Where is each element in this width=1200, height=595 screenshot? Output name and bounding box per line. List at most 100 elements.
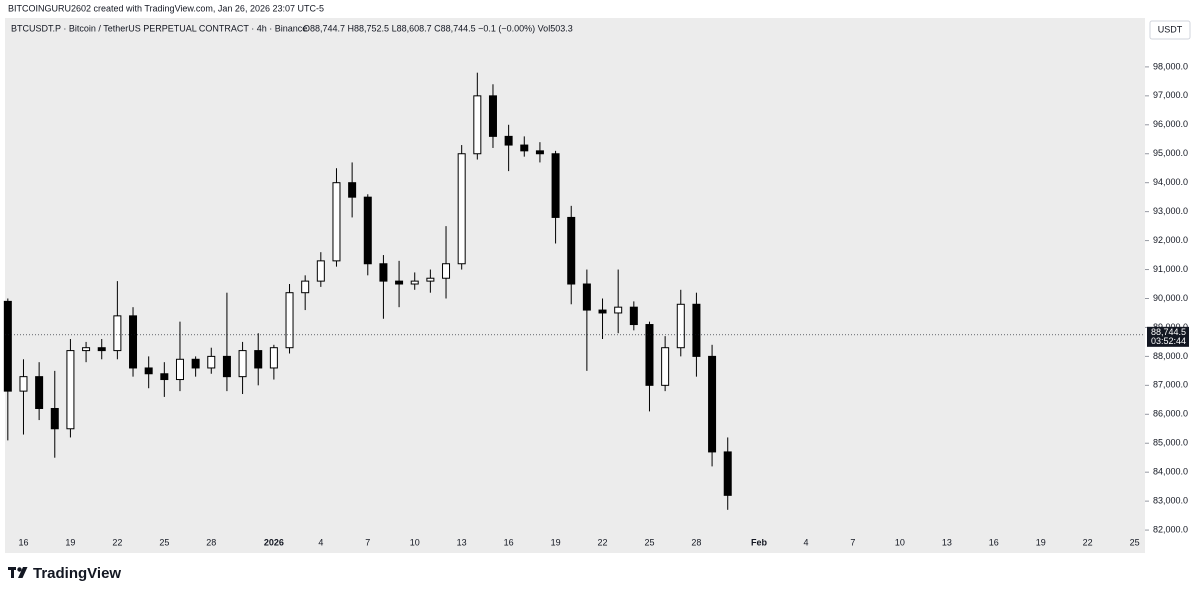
y-tick-label: 94,000.0 — [1153, 177, 1188, 187]
candle-body — [19, 376, 28, 392]
candle-body — [363, 196, 372, 265]
y-tick-label: 83,000.0 — [1153, 496, 1188, 506]
candle-body — [410, 280, 419, 285]
x-tick-label: 22 — [112, 537, 122, 547]
candle-body — [520, 144, 529, 152]
x-tick-label: 22 — [1083, 537, 1093, 547]
x-tick-label: 28 — [691, 537, 701, 547]
candle-body — [82, 347, 91, 352]
x-tick-label: 25 — [159, 537, 169, 547]
currency-box[interactable] — [1149, 20, 1191, 40]
candle-body — [175, 358, 184, 381]
candle-body — [316, 260, 325, 282]
candle-body — [457, 153, 466, 265]
last-price-tag — [1147, 326, 1189, 347]
x-tick-label: 19 — [551, 537, 561, 547]
x-tick-label: 4 — [803, 537, 808, 547]
x-tick-label: 4 — [318, 537, 323, 547]
candle-body — [426, 277, 435, 282]
y-tick-label: 92,000.0 — [1153, 235, 1188, 245]
candle-body — [676, 303, 685, 349]
y-tick-label: 91,000.0 — [1153, 264, 1188, 274]
y-tick-label: 93,000.0 — [1153, 206, 1188, 216]
x-tick-label: 7 — [365, 537, 370, 547]
candle-body — [301, 280, 310, 294]
x-tick-label: 2026 — [264, 537, 284, 547]
x-tick-label: 19 — [65, 537, 75, 547]
y-tick-label: 84,000.0 — [1153, 467, 1188, 477]
y-tick-label: 90,000.0 — [1153, 293, 1188, 303]
candle-body — [3, 300, 12, 392]
candle-body — [708, 355, 717, 453]
x-tick-label: 28 — [206, 537, 216, 547]
candle-body — [645, 324, 654, 386]
candle-body — [207, 355, 216, 369]
y-tick-label: 85,000.0 — [1153, 438, 1188, 448]
candle-body — [348, 182, 357, 198]
candle-body — [723, 451, 732, 496]
x-tick-label: 19 — [1036, 537, 1046, 547]
y-tick-label: 96,000.0 — [1153, 119, 1188, 129]
y-tick-label: 88,000.0 — [1153, 351, 1188, 361]
candle-body — [582, 283, 591, 311]
x-tick-label: 25 — [1130, 537, 1140, 547]
candle-body — [35, 376, 44, 409]
candle-body — [488, 95, 497, 137]
candle-body — [97, 347, 106, 352]
candle-body — [285, 292, 294, 349]
candle-body — [692, 303, 701, 357]
candle-body — [66, 350, 75, 430]
x-tick-label: 10 — [895, 537, 905, 547]
x-tick-label: Feb — [751, 537, 768, 547]
y-tick-label: 97,000.0 — [1153, 90, 1188, 100]
last-price-label: 88,744.5 — [1151, 327, 1186, 337]
candle-body — [567, 216, 576, 285]
x-tick-label: 16 — [18, 537, 28, 547]
y-tick-label: 98,000.0 — [1153, 61, 1188, 71]
x-tick-label: 16 — [989, 537, 999, 547]
candle-body — [629, 306, 638, 326]
ohlc: O88,744.7 H88,752.5 L88,608.7 C88,744.5 … — [303, 23, 573, 33]
y-tick-label: 86,000.0 — [1153, 409, 1188, 419]
x-tick-label: 13 — [942, 537, 952, 547]
candle-body — [50, 407, 59, 430]
brand: TradingView — [33, 565, 121, 582]
candle-body — [614, 306, 623, 314]
plot-background — [5, 18, 1145, 553]
currency[interactable]: USDT — [1158, 24, 1183, 34]
x-tick-label: 7 — [850, 537, 855, 547]
candle-body — [473, 95, 482, 155]
candle-body — [395, 280, 404, 285]
candle-body — [254, 350, 263, 369]
y-tick-label: 87,000.0 — [1153, 380, 1188, 390]
symbol: BTCUSDT.P · Bitcoin / TetherUS PERPETUAL… — [11, 23, 307, 33]
x-tick-label: 22 — [598, 537, 608, 547]
countdown: 03:52:44 — [1151, 336, 1186, 346]
y-tick-label: 89,000.0 — [1153, 322, 1188, 332]
credit: BITCOINGURU2602 created with TradingView… — [8, 3, 324, 13]
x-tick-label: 25 — [644, 537, 654, 547]
candle-body — [144, 367, 153, 375]
candle-body — [160, 373, 169, 381]
x-tick-label: 13 — [457, 537, 467, 547]
candle-body — [191, 358, 200, 369]
candle-body — [504, 135, 513, 146]
candle-body — [535, 150, 544, 155]
candle-body — [238, 350, 247, 378]
candle-body — [113, 315, 122, 352]
x-tick-label: 16 — [504, 537, 514, 547]
logo-icon — [8, 567, 28, 578]
candle-body — [222, 355, 231, 378]
candle-body — [332, 182, 341, 262]
candle-body — [129, 315, 138, 369]
candle-body — [551, 153, 560, 218]
y-tick-label: 95,000.0 — [1153, 148, 1188, 158]
candle-body — [442, 263, 451, 279]
y-tick-label: 82,000.0 — [1153, 524, 1188, 534]
candle-body — [269, 347, 278, 369]
candle-body — [661, 347, 670, 386]
candle-body — [598, 309, 607, 314]
candle-body — [379, 263, 388, 282]
